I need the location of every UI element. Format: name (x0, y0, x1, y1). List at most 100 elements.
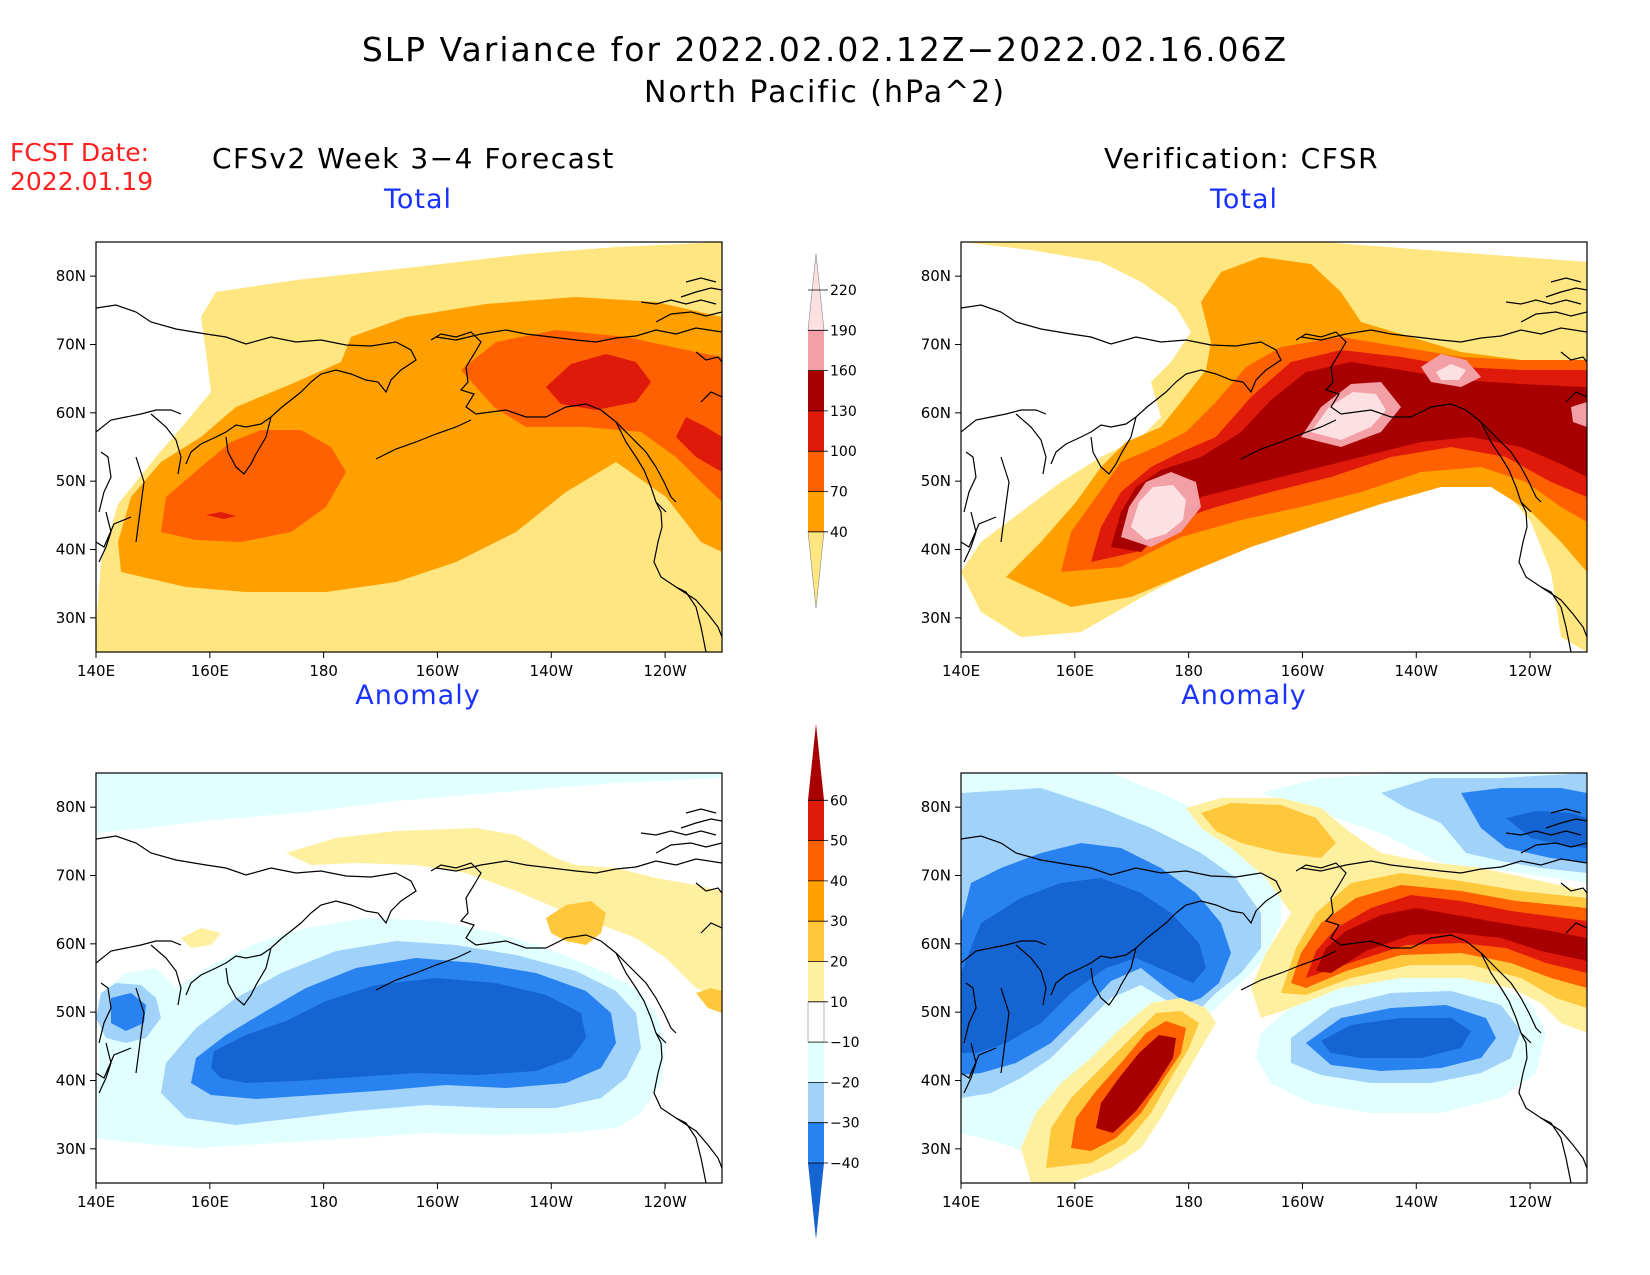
y-tick-label: 50N (56, 472, 86, 490)
colorbar-segment (808, 800, 824, 841)
colorbar-label: 130 (830, 404, 857, 420)
y-tick-label: 50N (921, 472, 951, 490)
y-tick-label: 70N (56, 867, 86, 885)
y-tick-label: 40N (921, 1072, 951, 1090)
map-frame (95, 772, 723, 1184)
y-tick-label: 50N (56, 1003, 86, 1021)
colorbar-segment (807, 531, 825, 609)
contour-130b (676, 417, 722, 472)
x-tick-label: 160E (1056, 662, 1094, 680)
colorbar-label: 20 (830, 955, 848, 971)
contour-pos20-north (1201, 803, 1336, 858)
contour-pos50 (1306, 895, 1587, 978)
contour-neg40 (211, 978, 586, 1083)
y-tick-label: 40N (56, 1072, 86, 1090)
x-tick-label: 140W (530, 662, 574, 680)
contour-pos10-okhotsk (181, 928, 221, 948)
y-tick-label: 30N (56, 1140, 86, 1158)
panel-title-cfsr-total: Total (1209, 184, 1279, 215)
colorbar-segment (808, 1122, 824, 1163)
colorbar-label: 70 (830, 485, 848, 501)
x-tick-label: 160E (1056, 1193, 1094, 1211)
colorbar-label: 10 (830, 995, 848, 1011)
map-frame (960, 241, 1588, 653)
x-tick-label: 120W (1508, 1193, 1552, 1211)
verification-heading: Verification: CFSR (1104, 142, 1380, 175)
y-tick-label: 60N (56, 935, 86, 953)
colorbar-label: −40 (830, 1156, 860, 1172)
colorbar-segment (807, 253, 825, 331)
panel-axes: 140E 160E 180 160W 140W 120W 30N 40N 50N 60N 70N 80… (56, 267, 687, 680)
panel-title-cfsr-anomaly: Anomaly (1181, 680, 1307, 711)
y-tick-label: 80N (921, 798, 951, 816)
y-tick-label: 80N (56, 798, 86, 816)
y-tick-label: 80N (56, 267, 86, 285)
x-tick-label: 140E (77, 662, 115, 680)
contour-neg40 (961, 811, 1587, 1058)
contour-pos60 (1316, 908, 1587, 973)
x-tick-label: 140W (530, 1193, 574, 1211)
colorbar-segment (807, 1001, 825, 1043)
forecast-total-map (96, 242, 722, 652)
colorbar-segment (808, 921, 824, 962)
x-tick-label: 160E (191, 1193, 229, 1211)
y-tick-label: 30N (921, 1140, 951, 1158)
verification-total-map (961, 242, 1587, 652)
contour-130c (206, 512, 236, 519)
verification-anomaly-map (961, 773, 1587, 1183)
colorbar-label: 220 (830, 283, 857, 299)
y-tick-label: 40N (921, 541, 951, 559)
colorbar-segment (808, 1163, 824, 1240)
colorbar-segment (808, 723, 824, 801)
x-tick-label: 140W (1395, 1193, 1439, 1211)
panel-axes: 140E 160E 180 160W 140W 120W 30N 40N 50N 60N 70N 80… (921, 267, 1552, 680)
forecast-date-label: FCST Date: (10, 138, 150, 167)
forecast-date: FCST Date: 2022.01.19 (10, 138, 153, 196)
contour-neg30 (961, 788, 1587, 1075)
x-tick-label: 140E (942, 662, 980, 680)
contour-220 (1131, 364, 1466, 540)
colorbar-label: 190 (830, 323, 857, 339)
x-tick-label: 180 (1174, 1193, 1203, 1211)
y-tick-label: 70N (56, 336, 86, 354)
y-tick-label: 30N (56, 609, 86, 627)
contour-130 (546, 354, 651, 410)
contour-pos-west-60 (1096, 1035, 1176, 1133)
colorbar-label: 160 (830, 364, 857, 380)
contour-160 (1111, 362, 1587, 552)
x-tick-label: 180 (1174, 662, 1203, 680)
colorbar-segment (808, 1082, 824, 1123)
y-tick-label: 50N (921, 1003, 951, 1021)
forecast-heading: CFSv2 Week 3−4 Forecast (212, 142, 615, 175)
contour-20-coast (696, 988, 722, 1013)
axes-layer: 140E 160E 180 160W 140W 120W 30N 40N 50N 60N 70N 80… (56, 267, 1552, 1211)
x-tick-label: 160W (416, 662, 460, 680)
x-tick-label: 160E (191, 662, 229, 680)
colorbar-label: 60 (830, 793, 848, 809)
x-tick-label: 140E (77, 1193, 115, 1211)
x-tick-label: 120W (1508, 662, 1552, 680)
x-tick-label: 160W (1281, 662, 1325, 680)
colorbar-segment (808, 491, 824, 532)
contour-20-canada (546, 901, 606, 945)
colorbar-label: 40 (830, 874, 848, 890)
colorbar-label: 50 (830, 834, 848, 850)
y-tick-label: 30N (921, 609, 951, 627)
x-tick-label: 160W (1281, 1193, 1325, 1211)
forecast-anomaly-map (96, 773, 722, 1183)
map-frame (95, 241, 723, 653)
x-tick-label: 180 (309, 662, 338, 680)
colorbar-label: 100 (830, 444, 857, 460)
panel-title-fcst-total: Total (383, 184, 453, 215)
colorbar-label: −20 (830, 1075, 860, 1091)
colorbar-segment (808, 451, 824, 492)
panel-axes: 140E 160E 180 160W 140W 120W 30N 40N 50N 60N 70N 80… (921, 798, 1552, 1211)
x-tick-label: 160W (416, 1193, 460, 1211)
main-title: SLP Variance for 2022.02.02.12Z−2022.02.… (361, 30, 1289, 69)
contour-pos10-north (286, 828, 722, 998)
panel-title-fcst-anomaly: Anomaly (355, 680, 481, 711)
y-tick-label: 60N (921, 935, 951, 953)
colorbar-label: 40 (830, 525, 848, 541)
colorbar-label: −10 (830, 1035, 860, 1051)
